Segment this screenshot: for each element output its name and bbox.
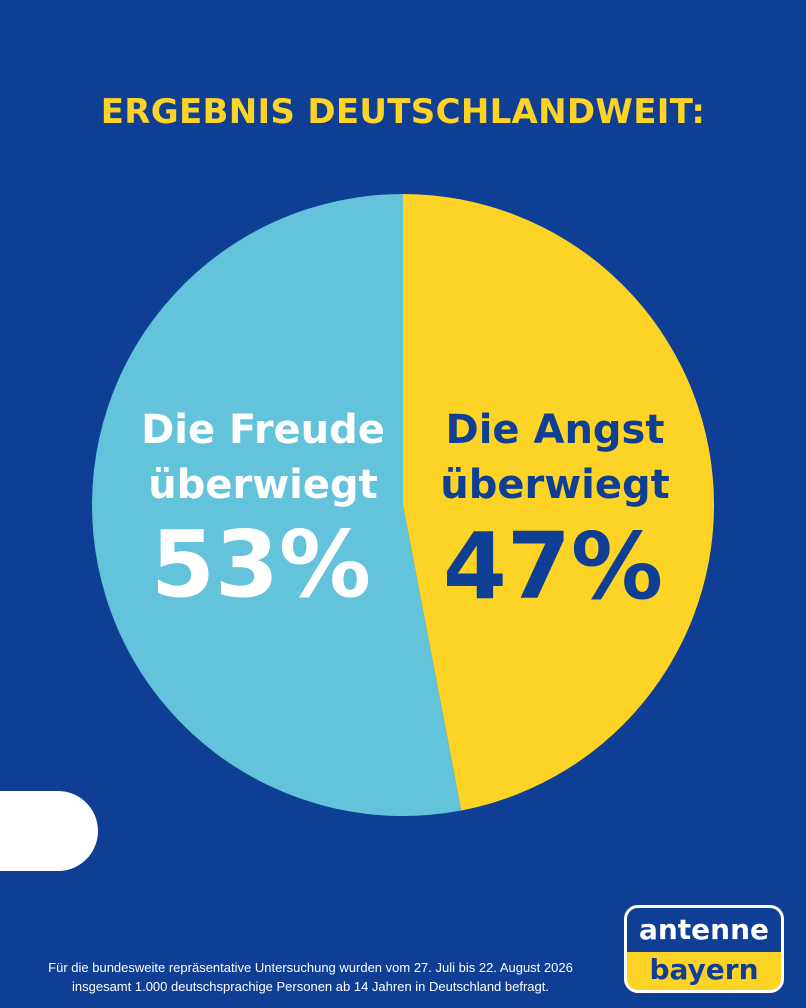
- pie-slice-freude: [92, 193, 462, 816]
- antenne-bayern-logo: antenne bayern: [624, 905, 784, 993]
- slice-label-angst-line2: überwiegt: [440, 462, 670, 508]
- decorative-tab: [0, 791, 98, 871]
- logo-text-bayern: bayern: [649, 953, 759, 986]
- chart-title: ERGEBNIS DEUTSCHLANDWEIT:: [100, 92, 706, 132]
- pie-slice-angst: [403, 194, 715, 811]
- slice-label-freude-line1: Die Freude: [141, 407, 385, 453]
- slice-value-angst: 47%: [443, 513, 663, 620]
- logo-text-antenne: antenne: [627, 908, 781, 952]
- slice-label-angst-line1: Die Angst: [446, 407, 665, 453]
- slice-value-freude: 53%: [151, 511, 371, 618]
- survey-footnote: Für die bundesweite repräsentative Unter…: [48, 960, 573, 994]
- slice-label-freude-line2: überwiegt: [148, 462, 378, 508]
